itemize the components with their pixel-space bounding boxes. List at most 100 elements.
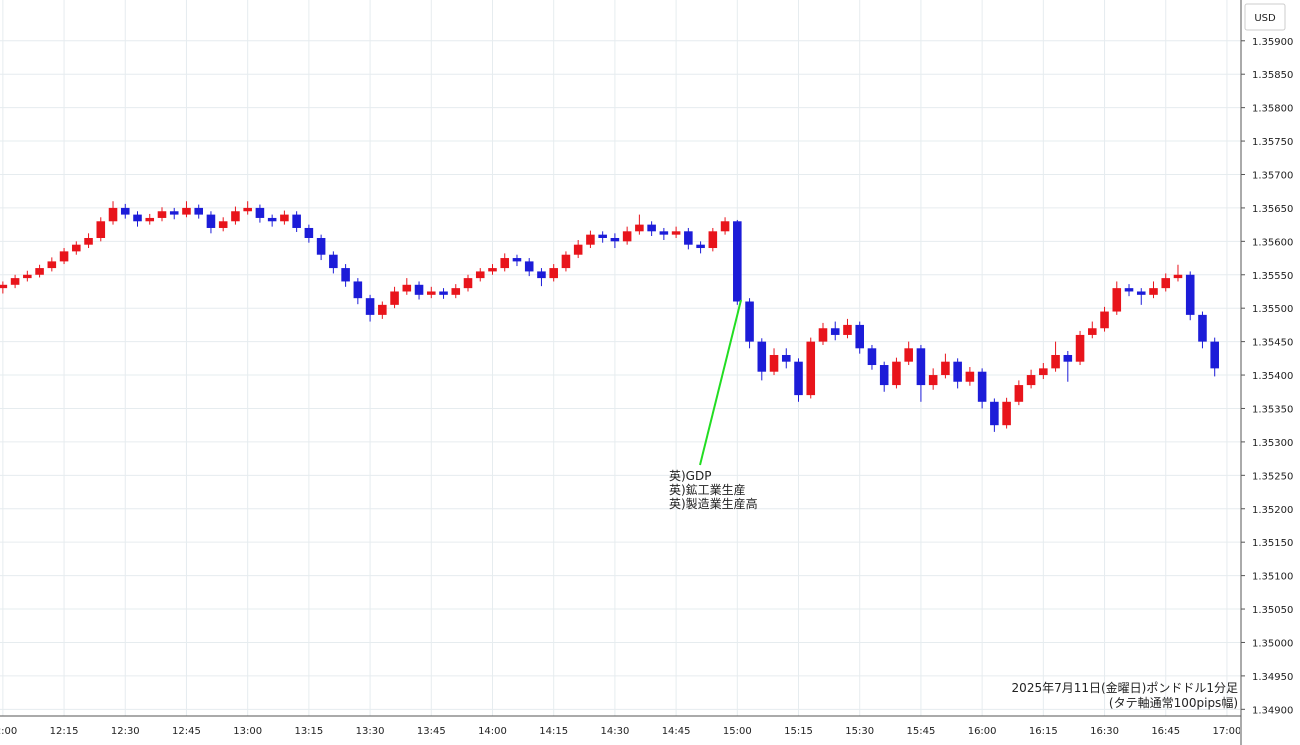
candle-body	[561, 254, 571, 269]
candle-body	[733, 221, 742, 302]
x-tick-label: 16:30	[1090, 726, 1119, 737]
candle-body	[133, 214, 142, 222]
candle-body	[353, 281, 363, 299]
candle-body	[781, 354, 791, 362]
y-tick-label: 1.34950	[1252, 672, 1293, 683]
candle-body	[635, 224, 644, 232]
x-tick-label: 16:00	[968, 726, 997, 737]
x-tick-label: 13:30	[356, 726, 385, 737]
candle-body	[843, 324, 852, 335]
y-tick-label: 1.35300	[1252, 438, 1293, 449]
candle-body	[757, 341, 767, 372]
candle-body	[341, 268, 350, 282]
x-tick-label: 12:30	[111, 726, 140, 737]
y-tick-label: 1.35100	[1252, 572, 1293, 583]
candle-body	[549, 268, 558, 279]
y-tick-label: 1.35200	[1252, 505, 1293, 516]
candle-body	[267, 217, 277, 222]
x-tick-label: 14:30	[600, 726, 629, 737]
x-tick-label: 15:45	[907, 726, 936, 737]
candle-body	[475, 271, 485, 279]
candle-body	[1112, 288, 1122, 312]
y-tick-label: 1.35150	[1252, 538, 1293, 549]
candle-body	[1088, 328, 1097, 335]
x-tick-label: 14:45	[662, 726, 691, 737]
candle-body	[157, 211, 167, 218]
x-tick-label: 13:45	[417, 726, 446, 737]
candle-body	[573, 244, 583, 255]
candle-body	[1185, 274, 1195, 315]
candle-body	[488, 268, 497, 272]
candle-body	[977, 371, 987, 402]
candle-body	[659, 231, 669, 235]
y-tick-label: 1.35750	[1252, 137, 1293, 148]
currency-label: USD	[1254, 13, 1276, 24]
candle-body	[537, 271, 546, 279]
currency-box	[1244, 3, 1286, 31]
y-tick-label: 1.35700	[1252, 170, 1293, 181]
y-tick-label: 1.35400	[1252, 371, 1293, 382]
candle-body	[169, 211, 179, 215]
candle-body	[182, 207, 191, 215]
x-tick-label: 13:15	[294, 726, 323, 737]
candle-body	[1136, 291, 1146, 295]
candle-body	[500, 258, 510, 269]
candle-body	[145, 217, 155, 222]
candle-body	[280, 214, 289, 222]
candle-body	[1161, 278, 1171, 289]
candle-body	[586, 234, 595, 245]
candle-body	[316, 237, 326, 255]
annotation-text: 英)鉱工業生産	[669, 482, 746, 497]
candle-body	[512, 258, 522, 262]
y-tick-label: 1.35850	[1252, 70, 1293, 81]
candle-body	[1124, 288, 1134, 292]
candle-body	[904, 348, 913, 362]
candle-body	[647, 224, 656, 232]
candle-body	[794, 361, 803, 396]
x-tick-label: 17:00	[1213, 726, 1242, 737]
candle-body	[108, 207, 118, 222]
y-tick-label: 1.35500	[1252, 304, 1293, 315]
candle-body	[855, 324, 865, 349]
candle-body	[451, 288, 461, 295]
candle-body	[1173, 274, 1183, 279]
grid	[0, 0, 1240, 716]
candle-body	[1149, 288, 1158, 295]
annotation-pointer	[699, 299, 742, 466]
y-tick-label: 1.35600	[1252, 237, 1293, 248]
candle-body	[598, 234, 607, 238]
candle-body	[378, 304, 387, 315]
candle-body	[892, 361, 901, 386]
candle-body	[84, 237, 93, 245]
candle-body	[610, 237, 620, 242]
y-tick-label: 1.35250	[1252, 471, 1293, 482]
y-tick-label: 1.35450	[1252, 338, 1293, 349]
candle-body	[1051, 354, 1060, 369]
candle-body	[206, 214, 216, 228]
candle-body	[0, 284, 8, 289]
candle-body	[1063, 354, 1073, 362]
footer-text: 2025年7月11日(金曜日)ポンドドル1分足	[1012, 680, 1238, 695]
candle-body	[304, 227, 314, 238]
plot-area: 12:00 12:15 12:30 12:45 13:00 13:15 13:30 13:45…	[0, 201, 1242, 737]
x-tick-label: 12:45	[172, 726, 201, 737]
candle-body	[524, 261, 534, 272]
x-tick-label: 12:00	[0, 726, 17, 737]
candle-body	[818, 328, 828, 342]
candle-body	[830, 328, 840, 335]
x-tick-label: 12:15	[50, 726, 79, 737]
x-tick-label: 15:00	[723, 726, 752, 737]
candle-body	[769, 354, 779, 372]
x-tick-label: 14:00	[478, 726, 507, 737]
candle-body	[953, 361, 962, 382]
candle-body	[622, 231, 632, 242]
candle-body	[218, 221, 228, 228]
candle-body	[120, 207, 130, 215]
y-tick-label: 1.35550	[1252, 271, 1293, 282]
y-tick-label: 1.35050	[1252, 605, 1293, 616]
y-tick-label: 1.35000	[1252, 638, 1293, 649]
candle-body	[390, 291, 399, 305]
candle-body	[427, 291, 436, 295]
candle-body	[72, 244, 81, 252]
candle-body	[59, 251, 69, 262]
